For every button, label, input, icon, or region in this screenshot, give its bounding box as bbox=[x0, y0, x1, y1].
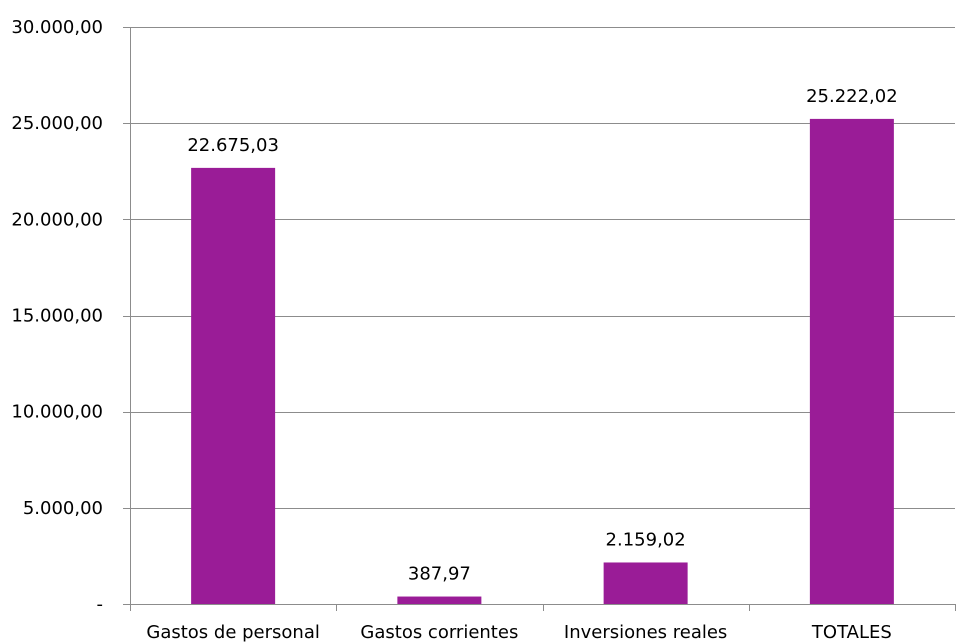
y-axis-tick-labels: - 5.000,00 10.000,00 15.000,00 20.000,00 25.0… bbox=[11, 17, 103, 615]
x-category-label: Inversiones reales bbox=[564, 622, 727, 643]
bar-value-label: 387,97 bbox=[408, 564, 471, 585]
x-category-label: Gastos de personal bbox=[146, 622, 319, 643]
bar bbox=[809, 118, 894, 604]
x-category-label: TOTALES bbox=[811, 622, 892, 643]
x-axis-category-labels: Gastos de personal Gastos corrientes Inver… bbox=[146, 622, 891, 643]
y-tick-label: 25.000,00 bbox=[11, 113, 103, 134]
bar-value-label: 25.222,02 bbox=[806, 86, 898, 107]
y-tick-label: 30.000,00 bbox=[11, 17, 103, 38]
y-tick-label: - bbox=[97, 594, 104, 615]
bars bbox=[191, 118, 894, 604]
y-tick-label: 15.000,00 bbox=[11, 306, 103, 327]
bar-value-label: 2.159,02 bbox=[606, 529, 686, 550]
bar-value-label: 22.675,03 bbox=[187, 135, 279, 156]
bar bbox=[191, 167, 276, 604]
y-tick-label: 5.000,00 bbox=[23, 498, 103, 519]
bar bbox=[603, 562, 688, 604]
y-tick-label: 20.000,00 bbox=[11, 209, 103, 230]
x-category-label: Gastos corrientes bbox=[360, 622, 518, 643]
axes bbox=[123, 27, 956, 611]
data-labels: 22.675,03 387,97 2.159,02 25.222,02 bbox=[187, 86, 897, 585]
y-tick-label: 10.000,00 bbox=[11, 402, 103, 423]
bar bbox=[397, 596, 482, 604]
